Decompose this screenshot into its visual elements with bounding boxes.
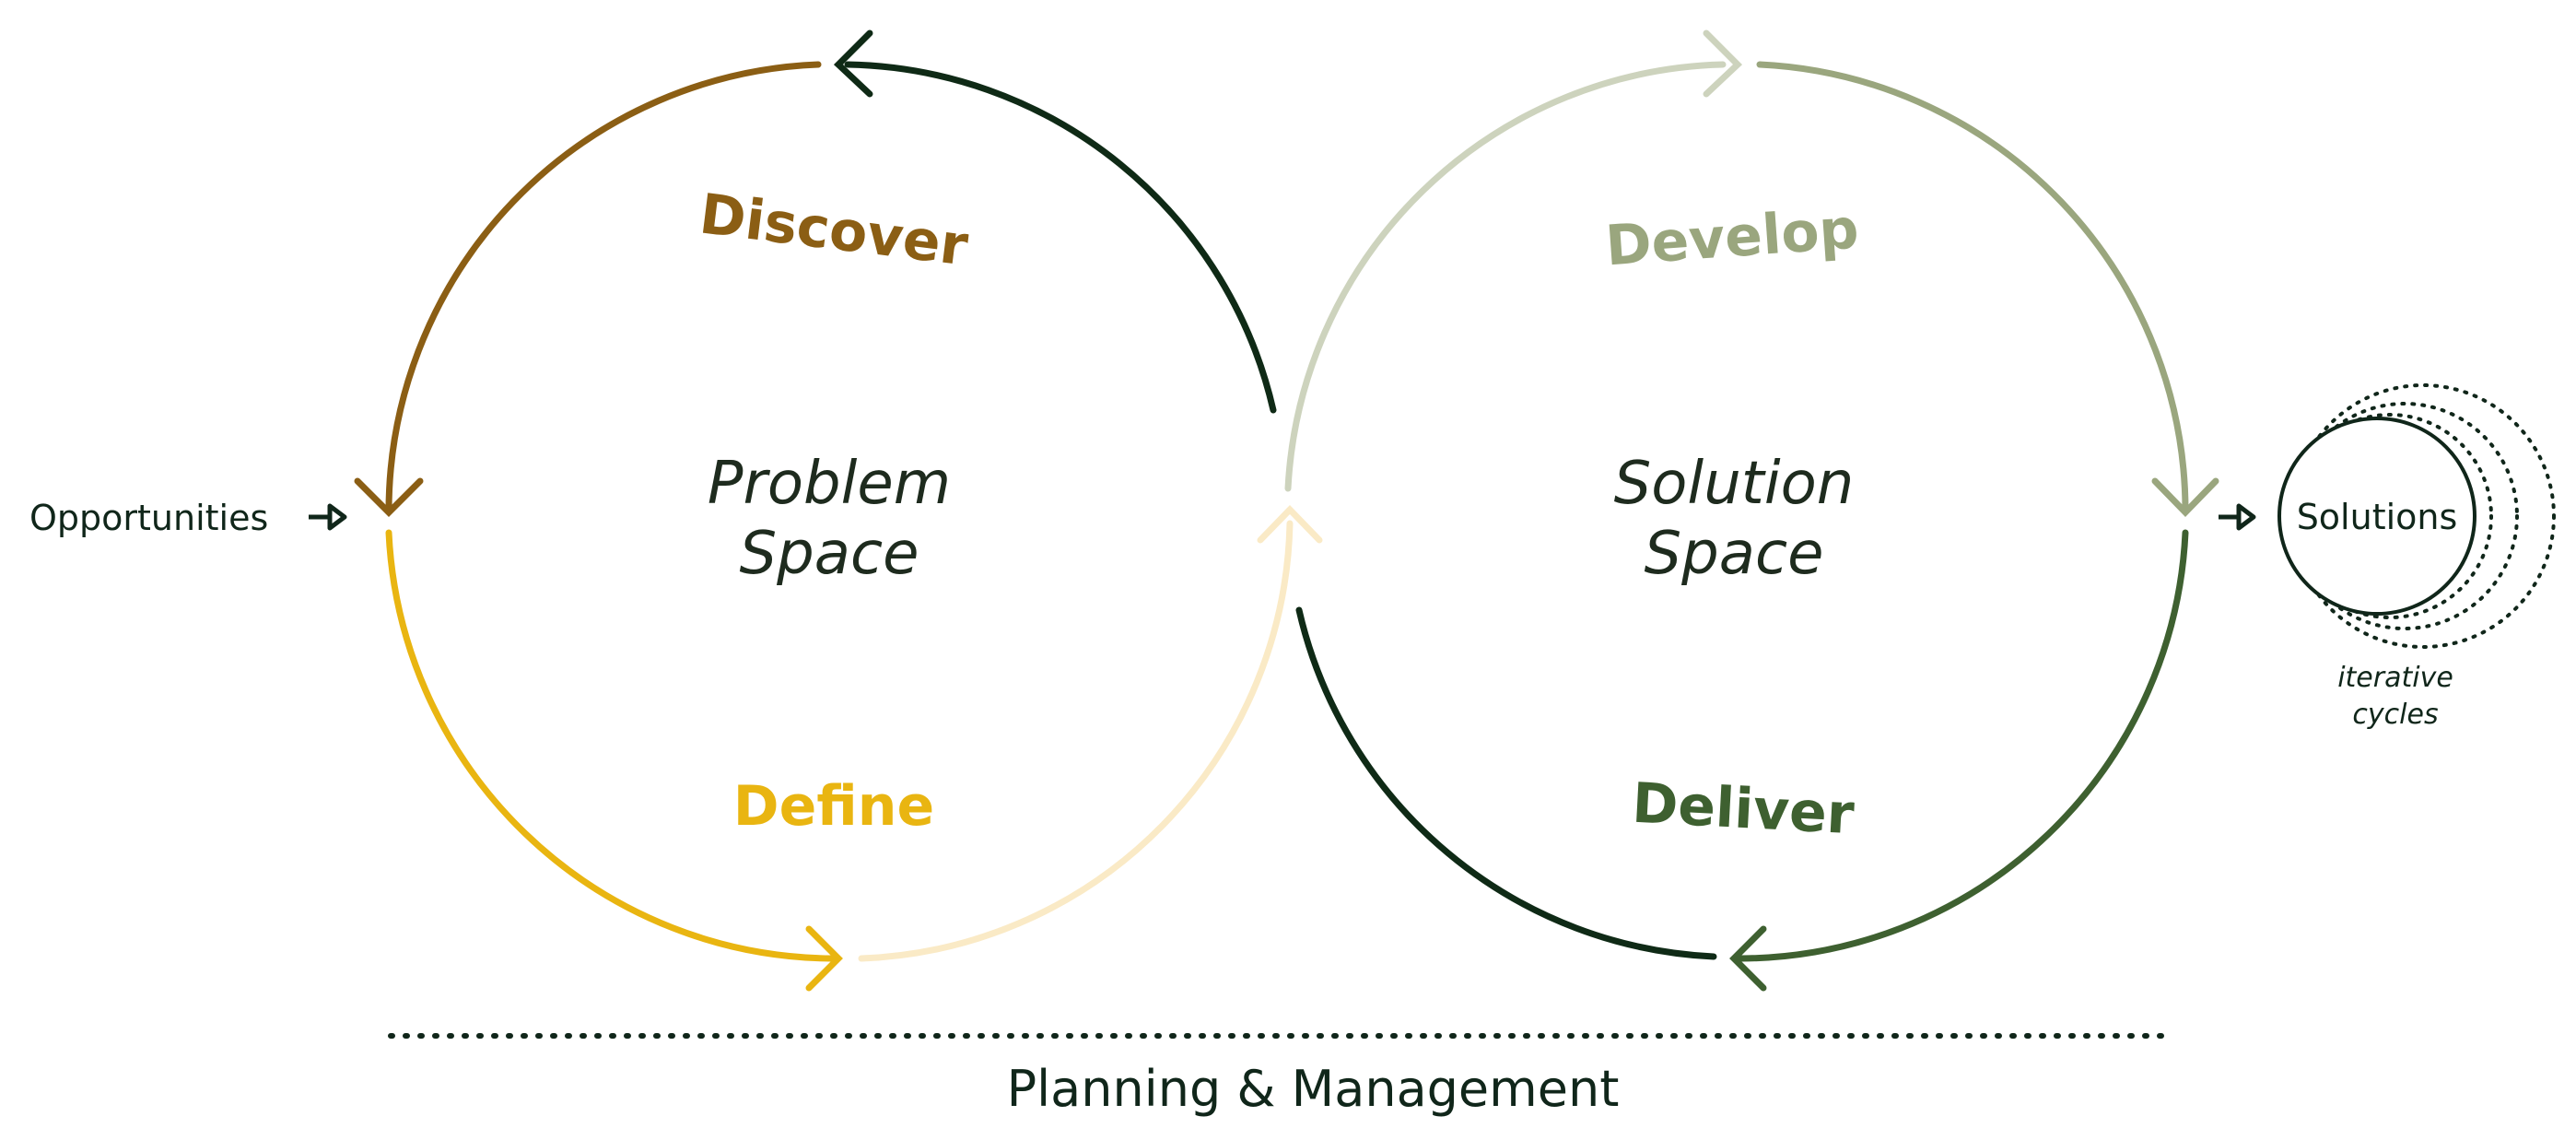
arrowhead-right-icon [1703,29,1743,98]
output-arrow-icon [2219,503,2256,531]
problem-space-line2: Space [739,520,919,588]
arc-solution-bottom-right [1738,529,2189,962]
arc-solution-top-left [1284,61,1727,492]
phase-develop: Develop [1603,196,1860,278]
iteration-ring-outer-icon [2290,383,2556,649]
arrowhead-down-icon [354,477,424,517]
arc-problem-top-left [385,61,822,515]
iteration-ring-inner-icon [2287,413,2493,619]
arc-problem-bottom-left [385,529,835,962]
solution-space-line2: Space [1644,520,1823,588]
iterative-label-line1: iterative [2337,662,2453,694]
iterative-label-line2: cycles [2352,699,2438,731]
planning-management-label: Planning & Management [1007,1060,1620,1118]
solutions-circle [2277,417,2476,616]
phase-deliver: Deliver [1631,771,1856,848]
arc-solution-bottom-left [1295,606,1717,960]
phase-discover: Discover [697,182,972,278]
arc-problem-top-right [844,61,1277,414]
problem-space-line1: Problem [708,450,951,518]
arrowhead-down-icon [2151,477,2219,518]
solutions-label: Solutions [2297,497,2458,537]
opportunities-label: Opportunities [29,498,268,538]
arc-problem-bottom-right [858,520,1294,962]
solution-space-line1: Solution [1614,450,1855,518]
arrowhead-left-icon [1729,925,1767,992]
input-arrow-icon [309,503,347,531]
arrowhead-left-icon [833,29,873,98]
arc-solution-top-right [1756,61,2189,513]
arrowhead-up-icon [1257,504,1323,544]
arrowhead-right-icon [805,925,843,992]
phase-define: Define [733,774,934,839]
